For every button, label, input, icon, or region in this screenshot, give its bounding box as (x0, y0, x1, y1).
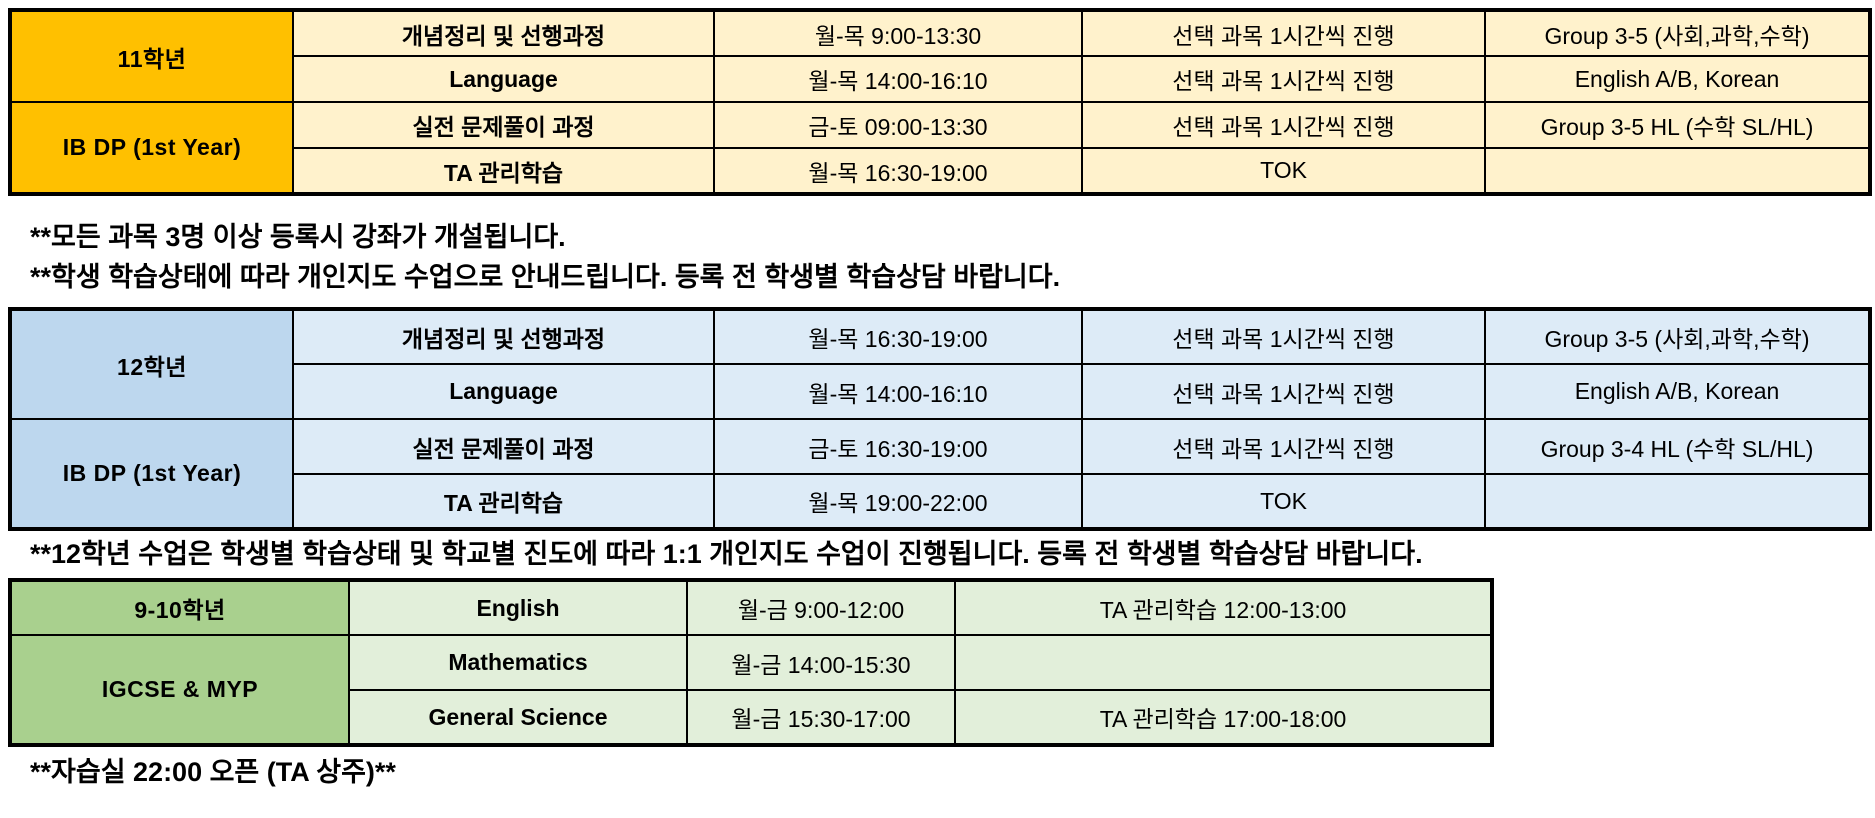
group-cell: Group 3-4 HL (수학 SL/HL) (1484, 418, 1871, 476)
time-cell: 월-금 15:30-17:00 (686, 689, 956, 747)
subject-cell: English (348, 579, 688, 637)
time-cell: 월-목 14:00-16:10 (713, 363, 1083, 421)
option-cell: TOK (1081, 473, 1486, 531)
table-row: General Science 월-금 15:30-17:00 TA 관리학습 … (10, 689, 1493, 747)
note-grade12-one-on-one: **12학년 수업은 학생별 학습상태 및 학교별 진도에 따라 1:1 개인지… (30, 539, 1423, 570)
subject-cell: 실전 문제풀이 과정 (292, 418, 715, 476)
table-row: Language 월-목 14:00-16:10 선택 과목 1시간씩 진행 E… (10, 363, 1871, 421)
time-cell: 월-금 14:00-15:30 (686, 634, 956, 692)
subject-cell: TA 관리학습 (292, 147, 715, 195)
option-cell: 선택 과목 1시간씩 진행 (1081, 308, 1486, 366)
table-row: 12학년 개념정리 및 선행과정 월-목 16:30-19:00 선택 과목 1… (9, 308, 1871, 421)
grade11-program-label: IB DP (1st Year) (9, 101, 294, 195)
grade12-label: 12학년 (9, 308, 294, 421)
subject-cell: 실전 문제풀이 과정 (292, 101, 715, 149)
group-cell: English A/B, Korean (1484, 55, 1871, 103)
table-row: IGCSE & MYP Mathematics 월-금 14:00-15:30 (9, 634, 1493, 747)
table-row: Language 월-목 14:00-16:10 선택 과목 1시간씩 진행 E… (10, 55, 1871, 103)
grade12-program-label: IB DP (1st Year) (9, 418, 294, 531)
subject-cell: Language (292, 363, 715, 421)
grade11-label: 11학년 (9, 9, 294, 103)
time-cell: 월-목 16:30-19:00 (713, 308, 1083, 366)
time-cell: 월-목 19:00-22:00 (713, 473, 1083, 531)
subject-cell: Language (292, 55, 715, 103)
option-cell: 선택 과목 1시간씩 진행 (1081, 101, 1486, 149)
option-cell: TOK (1081, 147, 1486, 195)
time-cell: 월-금 9:00-12:00 (686, 579, 956, 637)
grade11-schedule-table: 11학년 개념정리 및 선행과정 월-목 9:00-13:30 선택 과목 1시… (8, 8, 1872, 196)
table-row: 11학년 개념정리 및 선행과정 월-목 9:00-13:30 선택 과목 1시… (9, 9, 1871, 103)
table-row: TA 관리학습 월-목 19:00-22:00 TOK (10, 473, 1871, 531)
time-cell: 월-목 9:00-13:30 (713, 9, 1083, 57)
group-cell: Group 3-5 (사회,과학,수학) (1484, 9, 1871, 57)
table-row: 9-10학년 English 월-금 9:00-12:00 TA 관리학습 12… (9, 579, 1493, 637)
option-cell: 선택 과목 1시간씩 진행 (1081, 55, 1486, 103)
group-cell: English A/B, Korean (1484, 363, 1871, 421)
grade9-10-label: 9-10학년 (9, 579, 350, 637)
subject-cell: TA 관리학습 (292, 473, 715, 531)
group-cell (1484, 473, 1871, 531)
igcse-myp-label: IGCSE & MYP (9, 634, 350, 747)
time-cell: 월-목 16:30-19:00 (713, 147, 1083, 195)
table-row: IB DP (1st Year) 실전 문제풀이 과정 금-토 09:00-13… (9, 101, 1871, 195)
option-cell: 선택 과목 1시간씩 진행 (1081, 418, 1486, 476)
note-study-room: **자습실 22:00 오픈 (TA 상주)** (30, 757, 396, 788)
table-row: IB DP (1st Year) 실전 문제풀이 과정 금-토 16:30-19… (9, 418, 1871, 531)
ta-session-cell (954, 634, 1493, 692)
table-row: TA 관리학습 월-목 16:30-19:00 TOK (10, 147, 1871, 195)
note-enrollment-minimum: **모든 과목 3명 이상 등록시 강좌가 개설됩니다. (30, 222, 566, 252)
note-individual-guidance: **학생 학습상태에 따라 개인지도 수업으로 안내드립니다. 등록 전 학생별… (30, 262, 1061, 293)
grade9-10-schedule-table: 9-10학년 English 월-금 9:00-12:00 TA 관리학습 12… (8, 578, 1494, 748)
ta-session-cell: TA 관리학습 12:00-13:00 (954, 579, 1493, 637)
ta-session-cell: TA 관리학습 17:00-18:00 (954, 689, 1493, 747)
option-cell: 선택 과목 1시간씩 진행 (1081, 363, 1486, 421)
subject-cell: 개념정리 및 선행과정 (292, 9, 715, 57)
grade12-schedule-table: 12학년 개념정리 및 선행과정 월-목 16:30-19:00 선택 과목 1… (8, 307, 1872, 532)
schedule-page: 11학년 개념정리 및 선행과정 월-목 9:00-13:30 선택 과목 1시… (8, 8, 1872, 788)
time-cell: 금-토 09:00-13:30 (713, 101, 1083, 149)
subject-cell: 개념정리 및 선행과정 (292, 308, 715, 366)
subject-cell: Mathematics (348, 634, 688, 692)
time-cell: 금-토 16:30-19:00 (713, 418, 1083, 476)
group-cell: Group 3-5 HL (수학 SL/HL) (1484, 101, 1871, 149)
subject-cell: General Science (348, 689, 688, 747)
time-cell: 월-목 14:00-16:10 (713, 55, 1083, 103)
group-cell (1484, 147, 1871, 195)
option-cell: 선택 과목 1시간씩 진행 (1081, 9, 1486, 57)
group-cell: Group 3-5 (사회,과학,수학) (1484, 308, 1871, 366)
